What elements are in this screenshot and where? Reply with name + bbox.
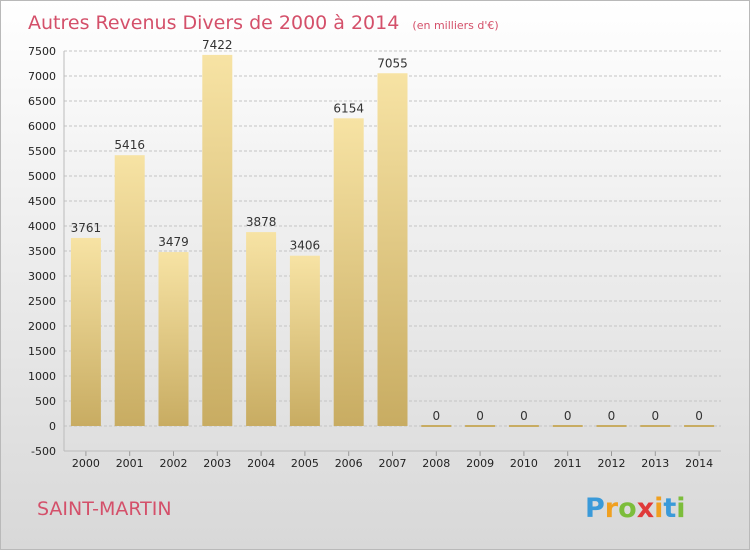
value-label: 0 <box>564 409 572 423</box>
y-tick-label: 500 <box>35 395 56 408</box>
value-label: 6154 <box>333 101 364 115</box>
value-label: 0 <box>608 409 616 423</box>
x-tick-label: 2003 <box>203 457 231 470</box>
x-tick-label: 2007 <box>379 457 407 470</box>
logo-letter: o <box>618 493 637 524</box>
grid-lines <box>63 50 721 452</box>
y-tick-label: 3000 <box>28 270 56 283</box>
y-tick-label: 7500 <box>28 45 56 58</box>
y-tick-label: 4500 <box>28 195 56 208</box>
logo-letter: P <box>585 493 605 524</box>
bar <box>114 155 145 426</box>
value-label: 0 <box>476 409 484 423</box>
logo-letter: x <box>637 493 654 524</box>
x-axis-ticks: 2000 2001 2002 2003 2004 2005 2006 2007 2008 2009… <box>64 450 721 470</box>
logo-letter: r <box>605 493 619 524</box>
y-tick-label: -500 <box>31 445 56 458</box>
logo-letter: i <box>654 493 663 524</box>
bar <box>158 252 189 426</box>
x-tick-label: 2001 <box>116 457 144 470</box>
value-label: 3878 <box>246 215 277 229</box>
y-tick-label: 0 <box>49 420 56 433</box>
x-tick-label: 2008 <box>422 457 450 470</box>
proxiti-logo: Proxiti <box>585 493 686 524</box>
y-tick-label: 3500 <box>28 245 56 258</box>
y-tick-label: 2000 <box>28 320 56 333</box>
x-tick-label: 2010 <box>510 457 538 470</box>
value-label: 3761 <box>71 221 102 235</box>
y-tick-label: 6000 <box>28 120 56 133</box>
value-label: 3406 <box>290 239 321 253</box>
x-tick-label: 2011 <box>554 457 582 470</box>
logo-letter: i <box>676 493 685 524</box>
value-label: 3479 <box>158 235 189 249</box>
x-tick-label: 2004 <box>247 457 275 470</box>
x-tick-label: 2006 <box>335 457 363 470</box>
bar <box>377 73 408 426</box>
x-tick-label: 2014 <box>685 457 713 470</box>
y-tick-label: 1500 <box>28 345 56 358</box>
bars <box>70 54 715 427</box>
value-label: 0 <box>520 409 528 423</box>
bar <box>202 54 233 427</box>
chart-title-group: Autres Revenus Divers de 2000 à 2014 (en… <box>28 12 499 34</box>
y-tick-label: 6500 <box>28 95 56 108</box>
x-tick-label: 2005 <box>291 457 319 470</box>
x-tick-label: 2009 <box>466 457 494 470</box>
value-label: 5416 <box>114 138 145 152</box>
value-label: 7055 <box>377 56 408 70</box>
y-tick-label: 1000 <box>28 370 56 383</box>
x-tick-label: 2000 <box>72 457 100 470</box>
chart-title: Autres Revenus Divers de 2000 à 2014 <box>28 12 399 34</box>
bar <box>333 118 364 427</box>
y-tick-label: 5500 <box>28 145 56 158</box>
x-tick-label: 2002 <box>160 457 188 470</box>
bar <box>70 237 101 426</box>
y-tick-label: 5000 <box>28 170 56 183</box>
y-tick-label: 4000 <box>28 220 56 233</box>
value-label: 0 <box>651 409 659 423</box>
value-labels: 3761 5416 3479 7422 3878 3406 6154 7055 0 0 0 0 0 0 0 <box>71 38 703 423</box>
value-label: 0 <box>432 409 440 423</box>
chart-subtitle: (en milliers d'€) <box>412 19 498 32</box>
logo-letter: t <box>663 493 676 524</box>
bar <box>246 232 277 426</box>
y-tick-label: 7000 <box>28 70 56 83</box>
commune-name: SAINT-MARTIN <box>37 498 172 520</box>
y-axis-ticks: -500 0 500 1000 1500 2000 2500 3000 3500 4000 4500… <box>28 45 56 458</box>
value-label: 7422 <box>202 38 233 52</box>
x-tick-label: 2013 <box>641 457 669 470</box>
value-label: 0 <box>695 409 703 423</box>
bar <box>289 255 320 426</box>
y-tick-label: 2500 <box>28 295 56 308</box>
x-tick-label: 2012 <box>598 457 626 470</box>
